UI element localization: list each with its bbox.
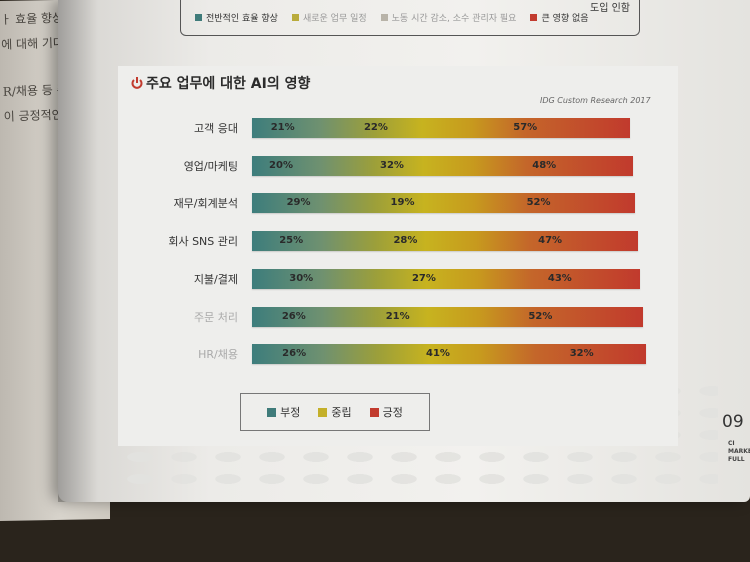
- side-line: MARKE: [728, 448, 750, 455]
- legend-swatch: [530, 14, 538, 21]
- stacked-bar: [252, 306, 643, 327]
- stacked-bar: [252, 344, 646, 365]
- side-line: CI: [728, 440, 735, 447]
- power-icon: [131, 77, 143, 89]
- data-label: 19%: [390, 197, 415, 209]
- bottom-legend: 부정 중립 긍정: [240, 393, 430, 431]
- data-label: 43%: [547, 272, 572, 284]
- legend-label: 노동 시간 감소, 소수 관리자 필요: [391, 14, 517, 24]
- data-label: 22%: [363, 122, 388, 133]
- stacked-bar: [252, 118, 630, 138]
- top-legend-item: 노동 시간 감소, 소수 관리자 필요: [380, 11, 517, 24]
- data-label: 47%: [538, 235, 563, 247]
- data-label: 21%: [385, 310, 410, 322]
- legend-label: 부정: [280, 406, 301, 419]
- data-label: 26%: [281, 310, 306, 322]
- data-label: 48%: [532, 159, 557, 171]
- side-text: CI MARKE FULL: [728, 440, 750, 464]
- data-label: 52%: [528, 310, 553, 322]
- legend-label: 전반적인 효율 향상: [206, 14, 278, 24]
- bottom-legend-item: 부정: [267, 404, 300, 420]
- data-label: 30%: [289, 272, 314, 284]
- legend-swatch: [291, 14, 299, 21]
- legend-swatch: [380, 14, 388, 21]
- legend-swatch: [195, 14, 202, 21]
- category-label: HR/채용: [198, 348, 238, 362]
- stacked-bar: [252, 193, 636, 214]
- data-label: 21%: [270, 122, 295, 133]
- bottom-legend-item: 중립: [318, 404, 352, 420]
- page-number: 09: [722, 412, 744, 432]
- legend-label: 중립: [331, 406, 352, 419]
- legend-swatch: [318, 407, 328, 417]
- top-right-text: 도입 인함: [590, 3, 630, 14]
- legend-swatch: [267, 407, 277, 417]
- top-legend-item: 전반적인 효율 향상: [195, 11, 278, 24]
- category-label: 주문 처리: [194, 310, 238, 324]
- side-line: FULL: [728, 456, 745, 463]
- category-label: 회사 SNS 관리: [168, 235, 238, 249]
- data-label: 25%: [279, 235, 304, 247]
- top-legend-item: 큰 영향 없음: [530, 11, 589, 24]
- legend-label: 큰 영향 없음: [541, 14, 589, 24]
- data-label: 57%: [513, 122, 538, 133]
- stacked-bar: [252, 268, 641, 289]
- data-label: 28%: [393, 235, 418, 247]
- data-label: 32%: [380, 159, 404, 171]
- category-label: 고객 응대: [194, 122, 238, 135]
- bottom-legend-item: 긍정: [369, 404, 403, 420]
- data-label: 29%: [286, 197, 311, 209]
- top-legend-item: 새로운 업무 일정: [291, 11, 367, 24]
- legend-label: 긍정: [382, 406, 403, 419]
- chart-title: 주요 업무에 대한 AI의 영향: [146, 76, 311, 92]
- chart-source: IDG Custom Research 2017: [540, 96, 651, 105]
- legend-swatch: [369, 407, 379, 417]
- top-legend: 전반적인 효율 향상 새로운 업무 일정 노동 시간 감소, 소수 관리자 필요…: [180, 0, 640, 36]
- page-spine-shadow: [58, 0, 98, 502]
- data-label: 27%: [411, 272, 436, 284]
- category-label: 영업/마케팅: [183, 159, 238, 173]
- stacked-bar: [252, 231, 638, 252]
- stacked-bar: [252, 155, 633, 176]
- data-label: 20%: [269, 159, 293, 171]
- data-label: 52%: [526, 197, 551, 209]
- data-label: 41%: [426, 348, 450, 360]
- legend-label: 새로운 업무 일정: [302, 14, 367, 24]
- data-label: 26%: [282, 348, 307, 360]
- data-label: 32%: [569, 348, 594, 360]
- category-label: 재무/회계분석: [173, 197, 238, 211]
- category-label: 지불/결제: [193, 272, 238, 286]
